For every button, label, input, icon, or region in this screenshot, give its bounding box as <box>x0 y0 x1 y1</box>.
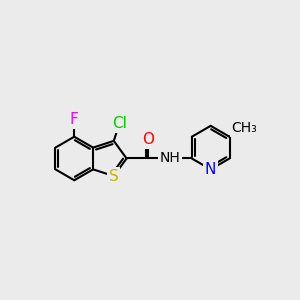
Text: Cl: Cl <box>112 116 127 131</box>
Text: CH₃: CH₃ <box>232 121 257 135</box>
Text: NH: NH <box>160 152 181 166</box>
Text: N: N <box>205 162 216 177</box>
Text: O: O <box>142 133 154 148</box>
Text: F: F <box>70 112 79 127</box>
Text: S: S <box>109 169 119 184</box>
